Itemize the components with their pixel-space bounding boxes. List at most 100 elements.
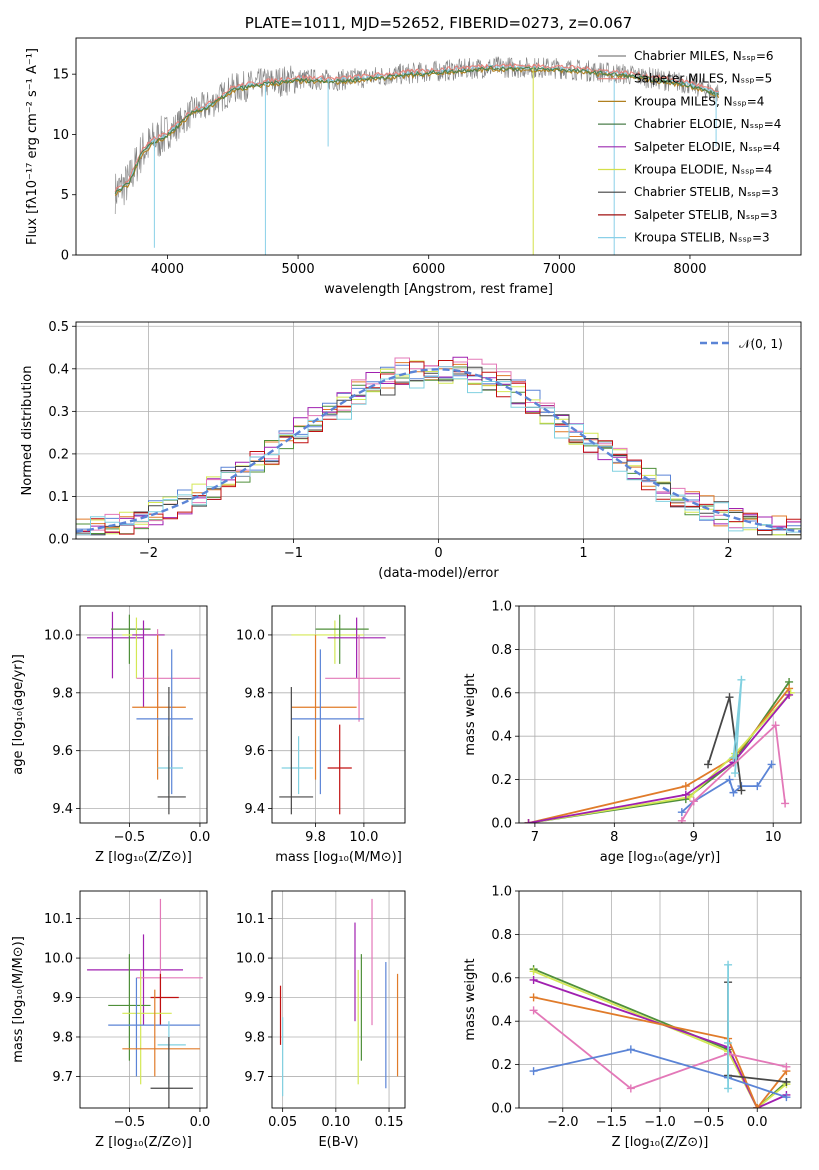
x-tick-label: 0.0 (190, 1115, 211, 1130)
plot-area (272, 891, 405, 1108)
legend-entry: Chabrier ELODIE, Nₛₛₚ=4 (634, 117, 781, 131)
panel-mass-vs-Z: −0.5 0.0 9.7 9.8 9.9 10.0 10.1 Z [log₁₀(Z/Z⊙)] m… (11, 890, 211, 1150)
weight-marker (626, 1045, 635, 1054)
y-axis-label: mass [log₁₀(M/M⊙)] (11, 936, 26, 1063)
x-axis-label: (data-model)/error (378, 566, 499, 581)
y-axis-label: mass weight (463, 958, 478, 1040)
y-tick-label: 0.0 (48, 533, 69, 548)
model-line (114, 63, 719, 193)
weight-line (528, 687, 790, 823)
plot-area (272, 606, 405, 823)
axes-frame (79, 890, 208, 1109)
y-tick-label: 9.4 (244, 802, 265, 817)
chart-title: PLATE=1011, MJD=52652, FIBERID=0273, z=0… (245, 14, 632, 32)
x-tick-label: 0.0 (747, 1115, 768, 1130)
y-tick-label: 9.8 (244, 686, 265, 701)
x-tick-label: 8000 (673, 262, 706, 277)
weight-marker (737, 786, 746, 795)
y-tick-label: 0.4 (491, 730, 512, 745)
legend-entry: Kroupa MILES, Nₛₛₚ=4 (634, 94, 764, 108)
weight-marker (767, 760, 776, 769)
x-tick-label: 0.0 (190, 830, 211, 845)
y-tick-label: 9.7 (52, 1070, 73, 1085)
data-spectrum-line (114, 56, 719, 215)
x-tick-label: −0.5 (693, 1115, 725, 1130)
model-line (114, 62, 719, 193)
weight-marker (529, 1067, 538, 1076)
y-tick-label: 9.8 (52, 686, 73, 701)
panel-mass-vs-ebv: 0.05 0.10 0.15 9.7 9.8 9.9 10.0 10.1 E(B-V) (236, 890, 406, 1150)
legend: Chabrier MILES, Nₛₛₚ=6 Salpeter MILES, Nₛ… (598, 49, 781, 245)
weight-marker (677, 808, 686, 817)
weight-marker (529, 975, 538, 984)
x-tick-label: 10 (765, 830, 782, 845)
y-tick-label: 10.0 (44, 952, 73, 967)
panel-residuals: −2 −1 0 1 2 0.0 0.1 0.2 0.3 0.4 0.5 (data-model)/er… (20, 320, 802, 581)
y-tick-label: 0.8 (491, 643, 512, 658)
weight-marker (681, 782, 690, 791)
x-axis-label: age [log₁₀(age/yr)] (600, 850, 721, 865)
x-tick-label: 1 (579, 546, 587, 561)
x-tick-label: −1 (284, 546, 303, 561)
panel-spectrum: 4000 5000 6000 7000 8000 0 5 10 15 wavelength [An… (25, 14, 802, 297)
plot-area (76, 322, 801, 539)
x-tick-label: 2 (724, 546, 732, 561)
y-tick-label: 0.2 (48, 447, 69, 462)
x-tick-label: 8 (610, 830, 618, 845)
weight-marker (729, 753, 738, 762)
y-tick-label: 9.8 (52, 1030, 73, 1045)
plot-area (80, 891, 207, 1108)
weight-line (533, 1048, 787, 1099)
y-tick-label: 0.6 (491, 971, 512, 986)
weight-marker (524, 819, 533, 823)
weight-marker (785, 690, 794, 699)
weight-marker (724, 1084, 733, 1093)
y-tick-label: 9.4 (52, 802, 73, 817)
y-tick-label: 15 (52, 68, 69, 83)
x-tick-label: 4000 (151, 262, 184, 277)
weight-line (681, 723, 786, 822)
y-tick-label: 10.0 (44, 628, 73, 643)
histogram-step (76, 360, 801, 536)
x-axis-label: wavelength [Angstrom, rest frame] (324, 282, 553, 297)
panel-age-vs-mass: 9.8 10.0 9.4 9.6 9.8 10.0 mass [log₁₀(M/M⊙)] (236, 605, 406, 865)
y-tick-label: 0.4 (491, 1015, 512, 1030)
y-tick-label: 10.0 (236, 952, 265, 967)
weight-line (533, 996, 788, 1108)
x-tick-label: −0.5 (114, 830, 146, 845)
weight-line (533, 970, 787, 1108)
plot-area (80, 606, 207, 823)
x-tick-label: −2.0 (547, 1115, 579, 1130)
y-axis-label: Normed distribution (20, 366, 35, 496)
y-tick-label: 1.0 (491, 885, 512, 900)
weight-marker (781, 799, 790, 808)
weight-marker (724, 1038, 733, 1047)
x-tick-label: 0.15 (375, 1115, 404, 1130)
x-tick-label: −2 (139, 546, 158, 561)
weight-marker (782, 1062, 791, 1071)
y-tick-label: 0.6 (491, 686, 512, 701)
weight-marker (753, 1104, 762, 1108)
legend-entry: Salpeter STELIB, Nₛₛₚ=3 (634, 208, 778, 222)
plot-area (114, 56, 720, 255)
weight-marker (753, 782, 762, 791)
y-tick-label: 10 (52, 128, 69, 143)
weight-marker (731, 769, 740, 778)
y-tick-label: 0.3 (48, 405, 69, 420)
panel-weight-vs-Z: −2.0 −1.5 −1.0 −0.5 0.0 0.0 0.2 0.4 0.6 0.8 1.0 Z [… (463, 885, 802, 1150)
y-tick-label: 0.1 (48, 490, 69, 505)
y-tick-label: 0.0 (491, 817, 512, 832)
weight-marker (725, 693, 734, 702)
x-axis-label: Z [log₁₀(Z/Z⊙)] (95, 1135, 192, 1150)
weight-marker (782, 1077, 791, 1086)
y-axis-label: mass weight (463, 673, 478, 755)
y-tick-label: 0 (61, 249, 69, 264)
plot-area (519, 891, 801, 1108)
weight-line (528, 694, 790, 823)
weight-marker (529, 993, 538, 1002)
normal-curve (76, 368, 801, 533)
x-tick-label: −1.0 (644, 1115, 676, 1130)
axes-frame (271, 890, 406, 1109)
x-tick-label: 0.10 (321, 1115, 350, 1130)
weight-marker (529, 1006, 538, 1015)
